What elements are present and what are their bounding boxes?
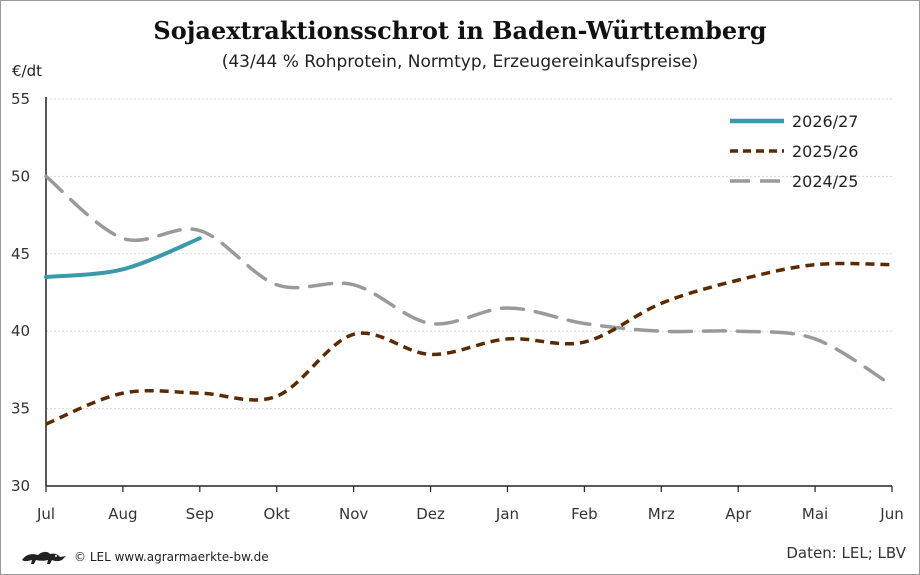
- x-tick-label: Okt: [264, 505, 290, 523]
- legend: 2026/27 2025/26 2024/25: [730, 112, 858, 191]
- y-tick-label: 45: [11, 245, 30, 263]
- chart-subtitle: (43/44 % Rohprotein, Normtyp, Erzeugerei…: [221, 52, 699, 72]
- x-tick-label: Sep: [186, 505, 214, 523]
- footer-credit: © LEL www.agrarmaerkte-bw.de: [20, 548, 269, 566]
- legend-label: 2025/26: [792, 142, 858, 161]
- x-tick-label: Feb: [571, 505, 598, 523]
- x-tick-label: Jun: [879, 505, 903, 523]
- x-tick-label: Dez: [416, 505, 445, 523]
- x-tick-label: Mai: [802, 505, 828, 523]
- chart-title: Sojaextraktionsschrot in Baden-Württembe…: [153, 16, 767, 45]
- copyright-text: © LEL www.agrarmaerkte-bw.de: [74, 550, 269, 564]
- x-tick-labels: Jul Aug Sep Okt Nov Dez Jan Feb Mrz Apr Mai Jun: [36, 505, 904, 523]
- grid-lines: [46, 98, 892, 410]
- y-axis-label: €/dt: [12, 62, 42, 80]
- x-tick-label: Mrz: [648, 505, 675, 523]
- x-tick-label: Jan: [495, 505, 519, 523]
- y-tick-labels: 30 35 40 45 50 55: [11, 90, 30, 495]
- y-tick-label: 35: [11, 400, 30, 418]
- x-tick-label: Jul: [36, 505, 55, 523]
- series-line-2025-26: [45, 261, 893, 426]
- legend-label: 2026/27: [792, 112, 858, 131]
- lion-icon: [22, 551, 66, 564]
- y-tick-label: 55: [11, 90, 30, 108]
- x-tick-label: Apr: [725, 505, 752, 523]
- y-tick-label: 40: [11, 322, 30, 340]
- x-tick-label: Aug: [108, 505, 137, 523]
- axes: [45, 97, 893, 492]
- y-tick-label: 30: [11, 477, 30, 495]
- legend-label: 2024/25: [792, 172, 858, 191]
- series-line-2024-25: [44, 174, 894, 388]
- series-line-2026-27: [44, 236, 202, 280]
- series-lines: [44, 174, 894, 426]
- x-tick-label: Nov: [339, 505, 368, 523]
- data-source: Daten: LEL; LBV: [786, 544, 906, 562]
- y-tick-label: 50: [11, 167, 30, 185]
